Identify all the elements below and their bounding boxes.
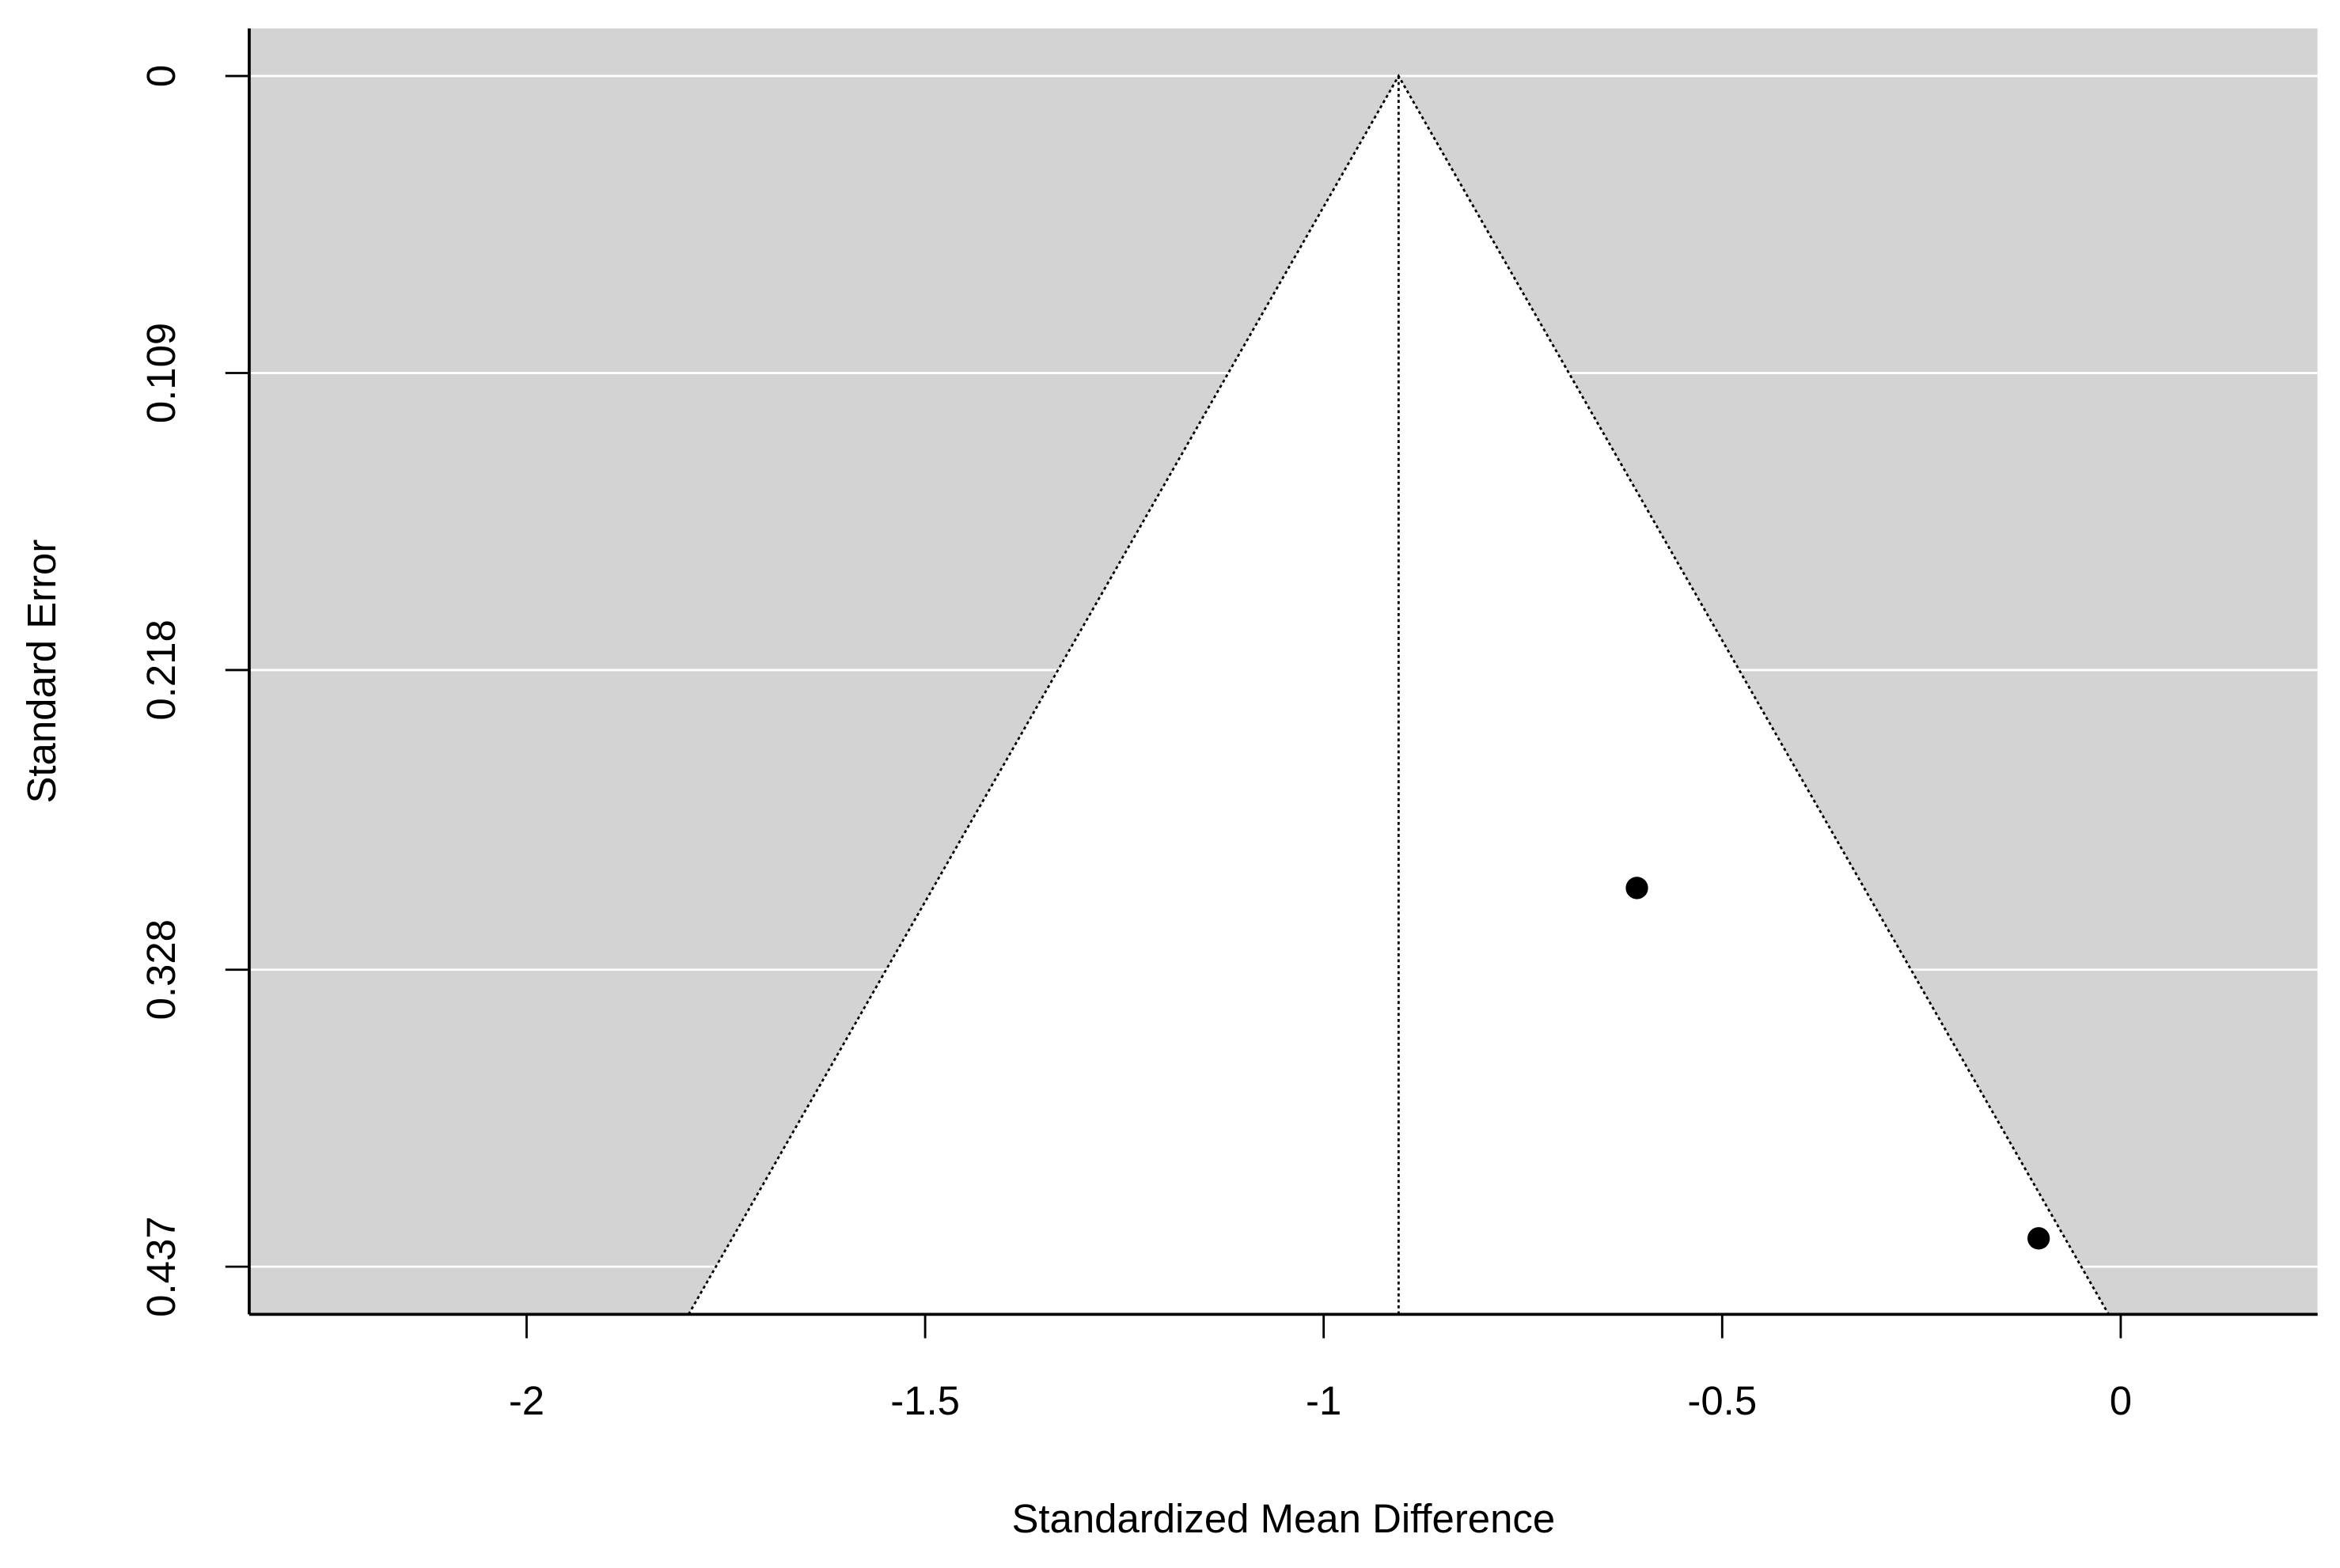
y-tick-label: 0.328 bbox=[138, 919, 184, 1020]
plot-area bbox=[248, 28, 2318, 1315]
y-tick-label: 0.109 bbox=[138, 323, 184, 423]
y-tick-label: 0.437 bbox=[138, 1216, 184, 1316]
x-tick-label: -1 bbox=[1306, 1378, 1341, 1423]
study-point bbox=[1625, 877, 1648, 900]
funnel-region bbox=[688, 76, 2109, 1315]
x-tick-label: -2 bbox=[509, 1378, 544, 1423]
x-tick-label: -0.5 bbox=[1687, 1378, 1757, 1423]
x-tick-label: 0 bbox=[2110, 1378, 2132, 1423]
axes: 0 0.109 0.218 0.328 0.437 -2 -1.5 -1 -0.5 0 bbox=[138, 28, 2318, 1423]
y-tick-label: 0.218 bbox=[138, 619, 184, 720]
y-tick-label: 0 bbox=[138, 65, 184, 87]
y-axis-label: Standard Error bbox=[19, 540, 64, 804]
x-tick-label: -1.5 bbox=[890, 1378, 960, 1423]
study-point bbox=[2027, 1227, 2050, 1250]
x-axis-label: Standardized Mean Difference bbox=[1011, 1496, 1555, 1541]
